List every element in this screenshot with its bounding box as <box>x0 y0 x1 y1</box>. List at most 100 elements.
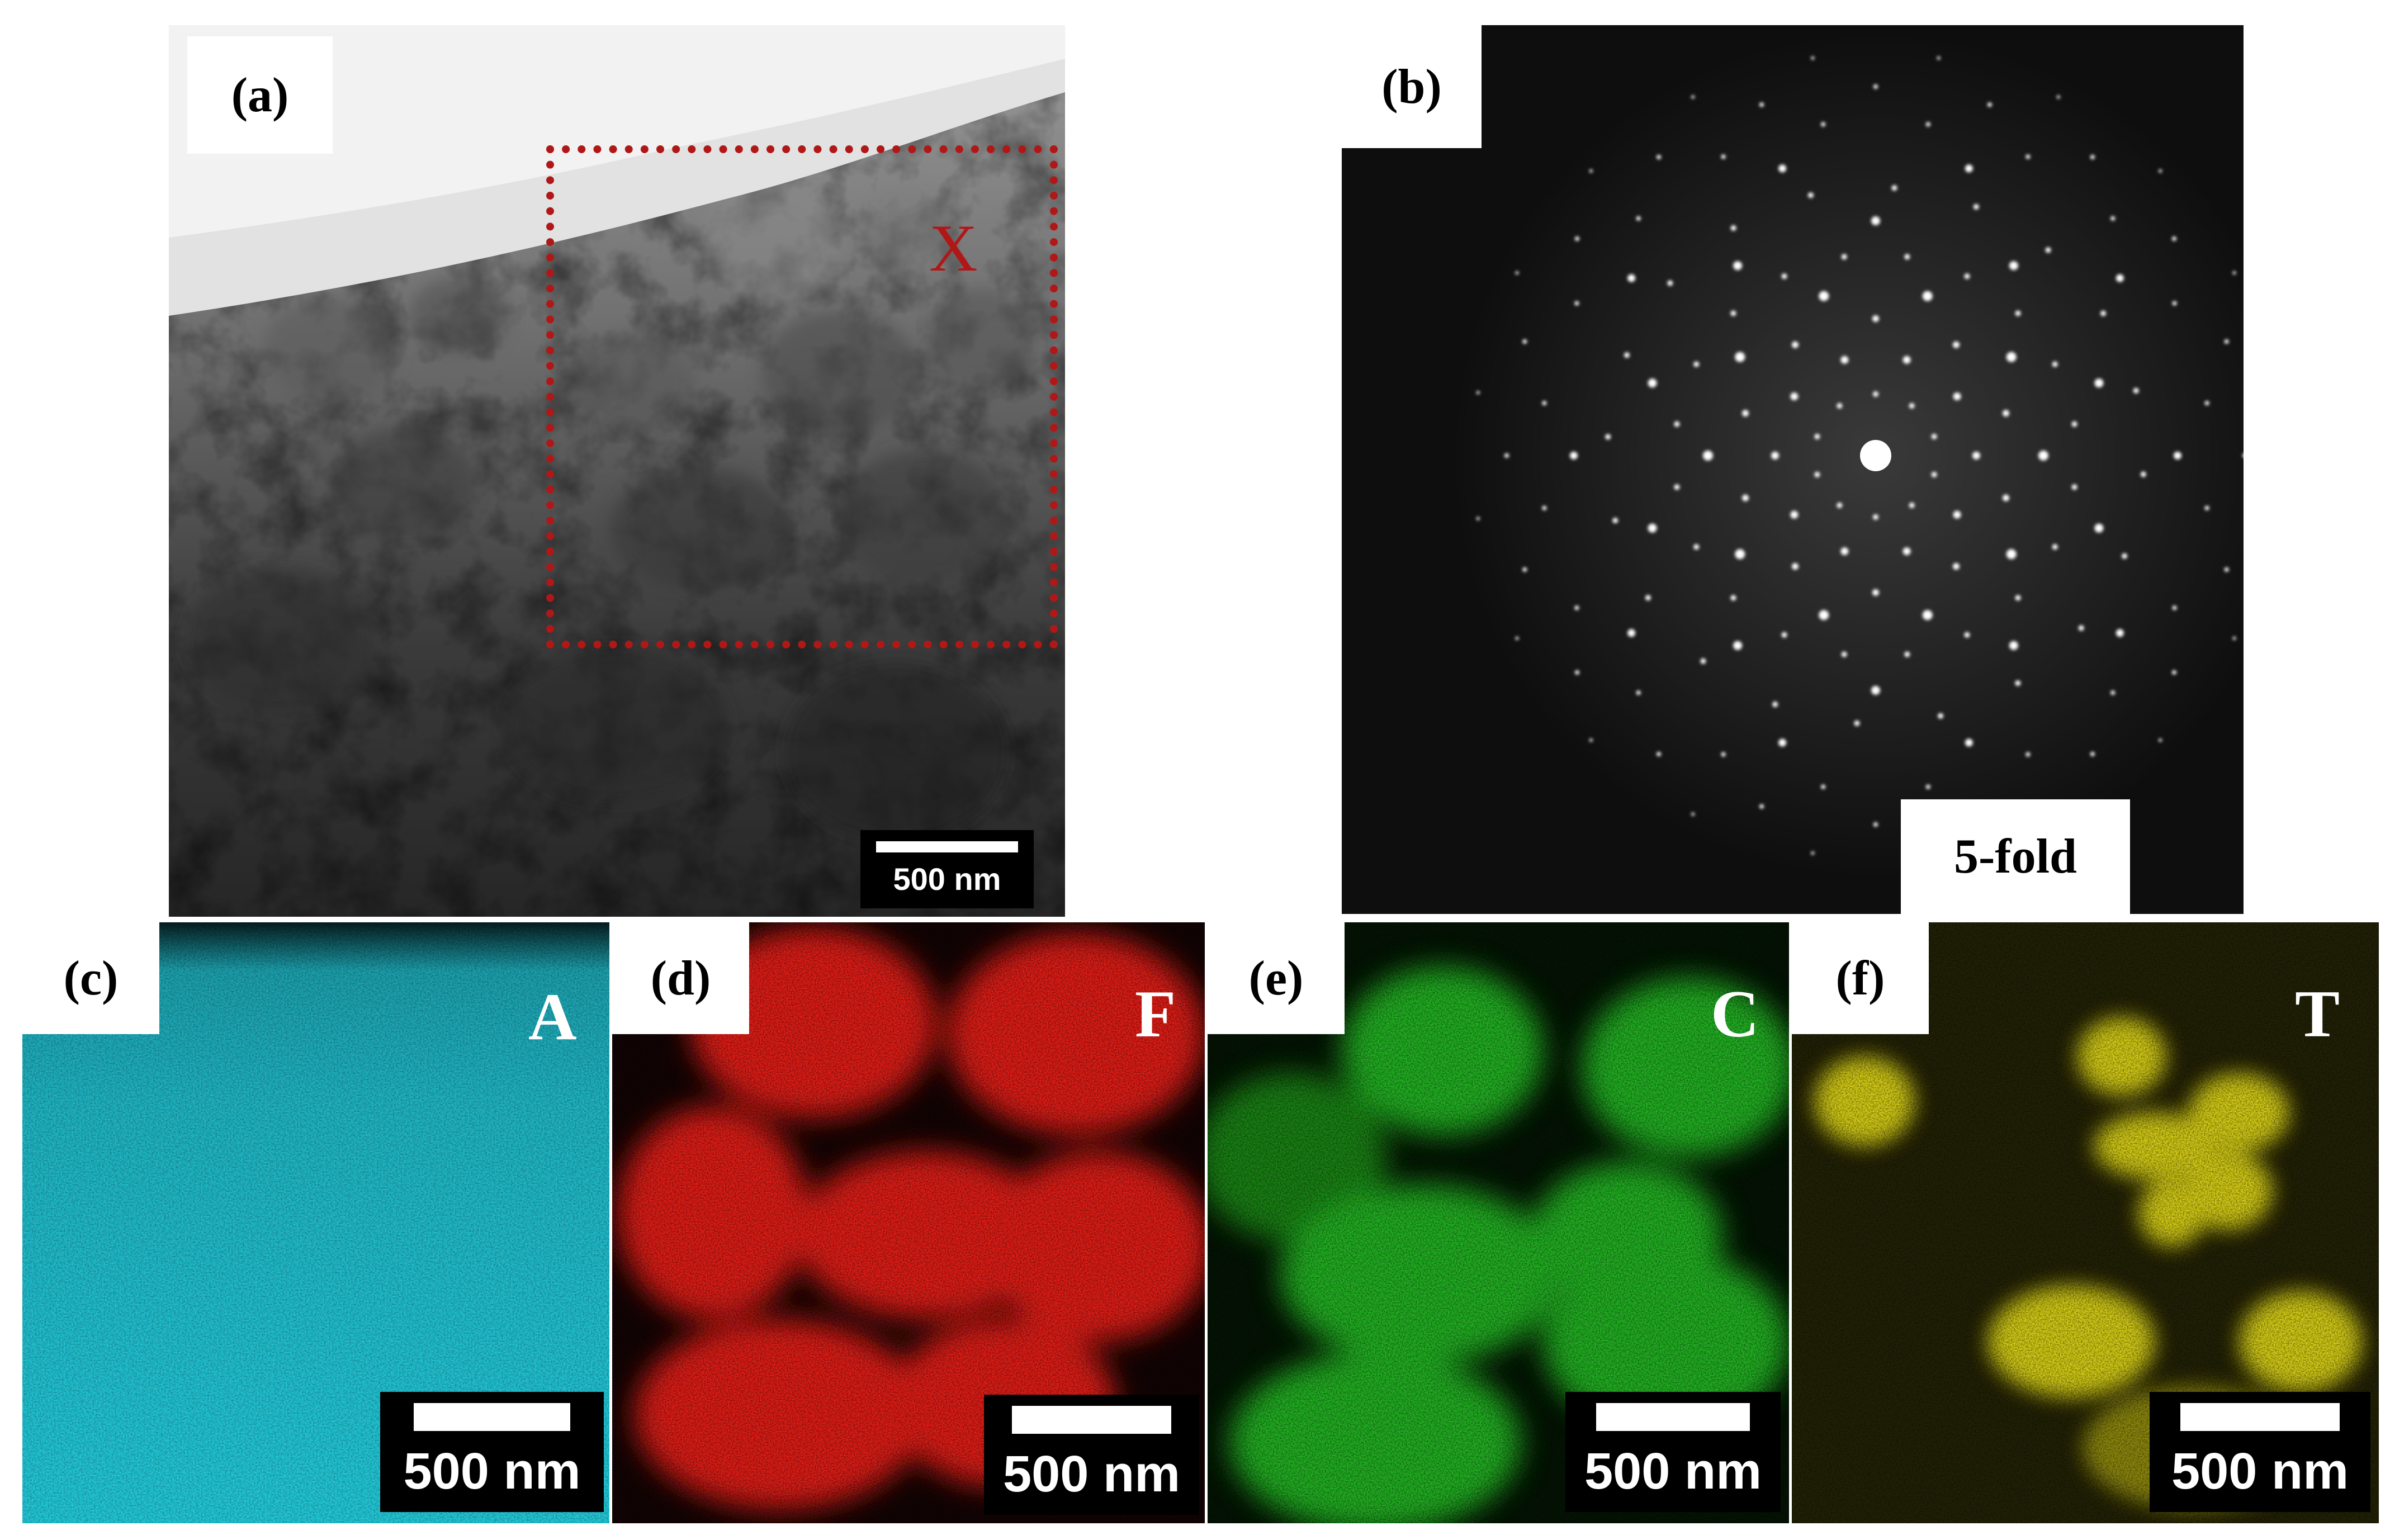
diffraction-spot <box>1778 738 1787 747</box>
diffraction-spot <box>1627 274 1636 282</box>
diffraction-spot <box>1674 421 1680 427</box>
diffraction-spot <box>2003 410 2010 417</box>
diffraction-spot <box>1733 641 1743 650</box>
diffraction-spot <box>1693 361 1700 367</box>
element-map-e: C 500 nm <box>1208 922 1789 1523</box>
diffraction-spot <box>1938 713 1944 719</box>
diffraction-spot <box>1648 378 1657 388</box>
diffraction-spot <box>2025 154 2031 159</box>
region-x-box <box>546 145 1058 648</box>
diffraction-spot <box>1837 403 1843 409</box>
diffraction-spot <box>1972 452 1980 459</box>
element-label-e: C <box>1711 977 1759 1051</box>
diffraction-spot <box>2122 553 2128 559</box>
diffraction-spot <box>1821 784 1826 789</box>
element-label-f: T <box>2295 977 2340 1051</box>
diffraction-spot <box>2204 505 2209 510</box>
diffraction-spot <box>1807 192 1814 198</box>
diffraction-spot <box>1811 851 1815 855</box>
tem-image <box>169 25 1065 917</box>
diffraction-spot <box>1778 164 1787 173</box>
diffraction-spot <box>2100 310 2107 316</box>
diffraction-spot <box>1904 254 1910 260</box>
diffraction-spot <box>2056 95 2060 99</box>
diffraction-spot <box>1589 738 1593 742</box>
diffraction-spot <box>2232 636 2236 640</box>
diffraction-spot <box>1657 155 1662 160</box>
diffraction-spot <box>1902 547 1911 556</box>
diffraction-spot <box>1735 549 1745 560</box>
diffraction-spot <box>1730 310 1736 316</box>
diffraction-spot <box>2110 216 2115 221</box>
scale-bar-f: 500 nm <box>2150 1392 2370 1512</box>
diffraction-spot <box>1814 471 1820 477</box>
diffraction-spot <box>1636 216 1641 221</box>
diffraction-spot <box>1937 56 1941 60</box>
diffraction-spot <box>1964 273 1970 279</box>
diffraction-spot <box>1674 484 1680 490</box>
diffraction-spot <box>2025 752 2031 757</box>
diffraction-spot <box>1574 301 1579 306</box>
diffraction-spot <box>1909 502 1915 508</box>
diffraction-spot <box>1645 595 1651 601</box>
diffraction-spot <box>2015 310 2021 316</box>
element-map-c: A 500 nm <box>22 922 609 1523</box>
diffraction-spot <box>1841 254 1847 260</box>
diffraction-spot <box>1791 563 1799 570</box>
diffraction-spot <box>1904 651 1910 657</box>
panel-a-label: (a) <box>187 36 333 154</box>
diffraction-spot <box>1965 164 1973 173</box>
diffraction-spot <box>2094 378 2104 388</box>
diffraction-spot <box>1693 544 1700 550</box>
diffraction-spot <box>1721 154 1726 159</box>
diffraction-spot <box>2171 236 2176 241</box>
panel-c-label: (c) <box>22 922 159 1034</box>
diffraction-spot <box>2159 169 2162 173</box>
diffraction-spot <box>1872 315 1879 322</box>
symmetry-label: 5-fold <box>1954 830 2077 884</box>
diffraction-spot <box>1730 225 1736 231</box>
diffraction-spot <box>1570 452 1578 459</box>
diffraction-spot <box>1741 410 1749 417</box>
diffraction-spot <box>1515 636 1519 640</box>
diffraction-spot <box>2204 401 2209 406</box>
diffraction-spot <box>1772 702 1778 708</box>
panel-d-label: (d) <box>612 922 749 1034</box>
diffraction-spot <box>1733 261 1743 271</box>
diffraction-spot <box>1871 686 1880 695</box>
diffraction-spot <box>1575 236 1580 241</box>
diffraction-spot <box>2242 453 2244 458</box>
diffraction-spot <box>1476 517 1480 520</box>
diffraction-spot <box>1902 356 1911 364</box>
diffraction-spot <box>1735 352 1745 362</box>
diffraction-spot <box>2159 738 2162 742</box>
diffraction-spot <box>1522 339 1527 344</box>
diffraction-spot <box>1840 547 1849 556</box>
diffraction-spot <box>2006 352 2017 362</box>
diffraction-spot <box>2090 751 2095 756</box>
diffraction-spot <box>2038 451 2048 461</box>
diffraction-spot <box>2172 301 2177 306</box>
diffraction-spot <box>1814 434 1820 440</box>
diffraction-spot <box>1931 434 1937 440</box>
diffraction-spot <box>1612 518 1618 524</box>
diffraction-spot <box>1909 403 1915 409</box>
panel-f-label: (f) <box>1792 922 1929 1034</box>
diffraction-spot <box>2174 452 2181 459</box>
diffraction-spot <box>1873 391 1878 397</box>
diffraction-spot <box>2232 271 2236 275</box>
diffraction-spot <box>1819 610 1829 620</box>
diffraction-spot <box>1589 169 1593 173</box>
diffraction-spot <box>1730 595 1736 601</box>
map-texture-e <box>1208 922 1789 1523</box>
panel-b-label: (b) <box>1342 25 1482 148</box>
diffraction-spot <box>1837 502 1843 508</box>
diffraction-spot <box>1476 391 1480 395</box>
scale-bar-e: 500 nm <box>1565 1392 1781 1512</box>
diffraction-spot <box>2003 494 2010 501</box>
diffraction-spot <box>2009 641 2018 650</box>
diffraction-spot <box>1759 804 1764 809</box>
diffraction-spot <box>1964 632 1970 638</box>
diffraction-spot <box>2115 629 2124 637</box>
diffraction-spot <box>2140 471 2146 477</box>
